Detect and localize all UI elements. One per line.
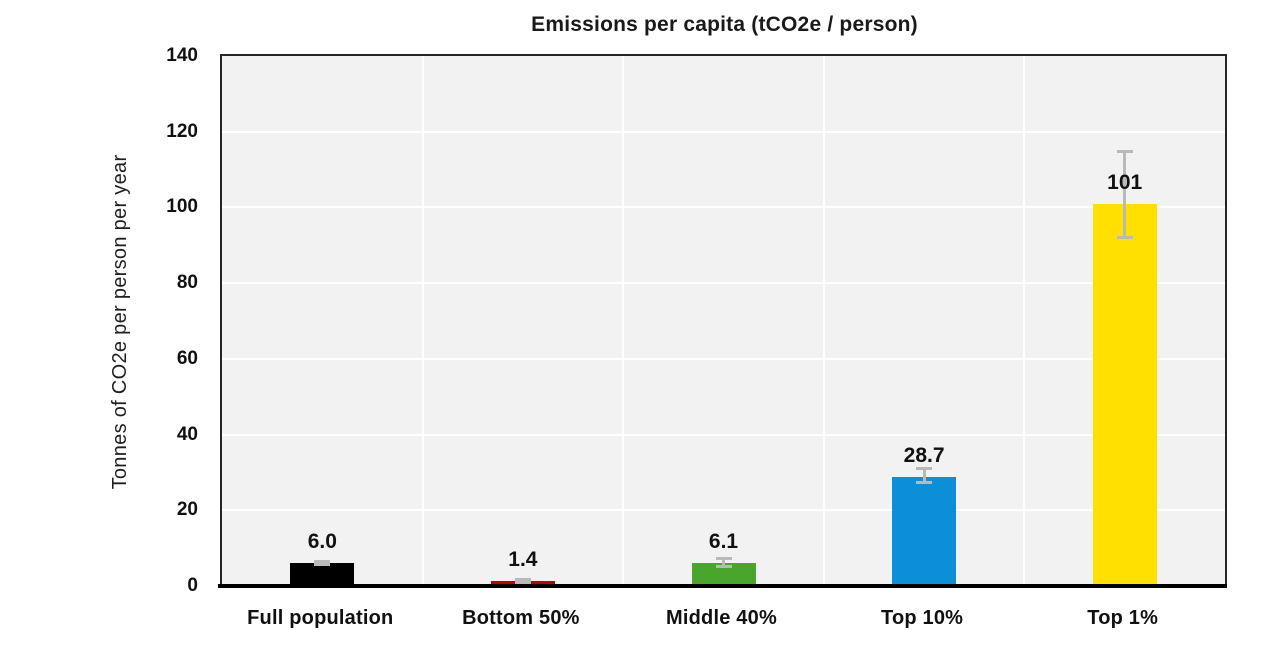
plot-area: 6.0 1.4 6.1 28.7 101 — [220, 54, 1227, 588]
bar-middle-40- — [691, 562, 756, 586]
y-tick-label: 140 — [166, 45, 198, 66]
x-axis-line — [218, 584, 1227, 588]
error-bar-cap-top — [1116, 149, 1133, 153]
bar-value-label: 28.7 — [903, 444, 945, 468]
gridline-vertical — [421, 56, 424, 586]
bar-value-label: 101 — [1107, 170, 1143, 194]
gridline-horizontal — [222, 509, 1225, 512]
x-category-label: Bottom 50% — [462, 607, 580, 629]
bar-value-label: 6.0 — [307, 530, 337, 554]
bar-value-label: 1.4 — [508, 547, 538, 571]
error-bar-cap-bottom — [1116, 235, 1133, 239]
bar-full-population — [290, 563, 355, 586]
x-category-label: Top 1% — [1087, 607, 1159, 629]
error-bar-cap-bottom — [314, 563, 331, 567]
y-tick-label: 80 — [176, 272, 198, 294]
gridline-horizontal — [222, 282, 1225, 285]
error-bar-cap-top — [314, 560, 331, 564]
gridline-horizontal — [222, 130, 1225, 133]
gridline-vertical — [622, 56, 625, 586]
gridline-horizontal — [222, 206, 1225, 209]
gridline-horizontal — [222, 433, 1225, 436]
error-bar-cap-bottom — [916, 481, 933, 485]
error-bar-cap-top — [715, 557, 732, 561]
y-tick-label: 120 — [166, 120, 198, 142]
bar-top-10- — [892, 477, 957, 586]
error-bar-cap-bottom — [514, 580, 531, 584]
gridline-vertical — [1023, 56, 1026, 586]
y-tick-label: 40 — [176, 423, 198, 445]
x-category-label: Top 10% — [881, 607, 964, 629]
error-bar-line — [722, 558, 725, 568]
error-bar-cap-bottom — [715, 565, 732, 569]
x-category-label: Middle 40% — [666, 607, 777, 629]
y-tick-label: 100 — [166, 196, 198, 218]
y-tick-label: 60 — [176, 347, 198, 369]
bar-top-1- — [1092, 203, 1157, 586]
error-bar-line — [922, 467, 926, 484]
y-tick-label: 20 — [176, 499, 198, 521]
gridline-vertical — [822, 56, 825, 586]
bar-value-label: 6.1 — [708, 529, 739, 553]
error-bar-cap-top — [916, 466, 933, 470]
error-bar-cap-top — [514, 577, 531, 581]
error-bar-line — [1123, 150, 1127, 238]
y-tick-label: 0 — [187, 575, 198, 596]
x-category-label: Full population — [247, 607, 394, 629]
chart-title: Emissions per capita (tCO2e / person) — [531, 13, 918, 36]
gridline-horizontal — [222, 357, 1225, 360]
